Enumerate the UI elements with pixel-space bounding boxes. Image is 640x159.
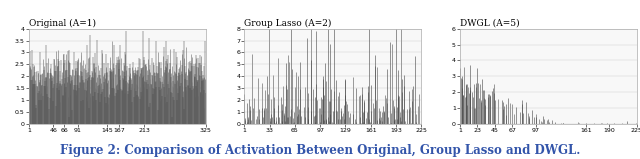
Text: Original (A=1): Original (A=1): [29, 19, 96, 28]
Text: Figure 2: Comparison of Activation Between Original, Group Lasso and DWGL.: Figure 2: Comparison of Activation Betwe…: [60, 144, 580, 157]
Text: Group Lasso (A=2): Group Lasso (A=2): [244, 19, 332, 28]
Text: DWGL (A=5): DWGL (A=5): [460, 19, 520, 28]
